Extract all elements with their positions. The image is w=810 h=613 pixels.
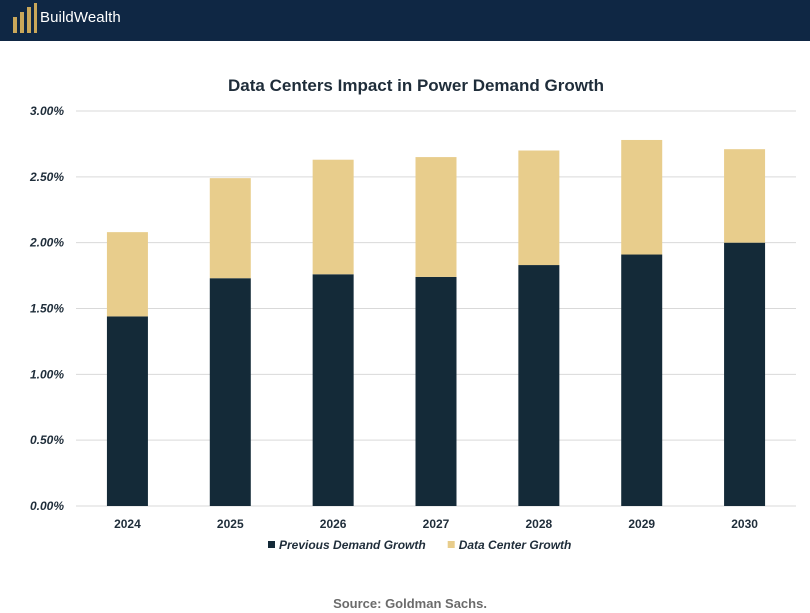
x-tick-label: 2030: [731, 517, 758, 531]
bar-previous-demand-growth-2027: [415, 276, 457, 506]
stacked-bar-chart: Data Centers Impact in Power Demand Grow…: [29, 76, 796, 552]
chart-title: Data Centers Impact in Power Demand Grow…: [228, 76, 604, 95]
x-tick-label: 2027: [423, 517, 450, 531]
bar-data-center-growth-2026: [312, 159, 354, 275]
y-tick-label: 0.50%: [30, 433, 64, 447]
x-tick-label: 2024: [114, 517, 141, 531]
legend-label: Data Center Growth: [459, 538, 572, 552]
brand-header: BuildWealth: [0, 0, 810, 41]
x-tick-label: 2025: [217, 517, 244, 531]
bar-previous-demand-growth-2028: [518, 265, 560, 506]
y-axis-ticks: 0.00% 0.50% 1.00% 1.50% 2.00% 2.50% 3.00%: [29, 104, 64, 513]
y-tick-label: 1.50%: [30, 302, 64, 316]
bar-data-center-growth-2028: [518, 150, 560, 266]
bar-previous-demand-growth-2030: [724, 242, 766, 506]
bars: [106, 139, 766, 506]
bar-data-center-growth-2024: [106, 232, 148, 317]
bar-previous-demand-growth-2025: [209, 278, 251, 506]
bar-data-center-growth-2025: [209, 178, 251, 279]
bar-previous-demand-growth-2026: [312, 274, 354, 506]
y-tick-label: 0.00%: [30, 499, 64, 513]
legend-label: Previous Demand Growth: [279, 538, 426, 552]
y-tick-label: 1.00%: [30, 367, 64, 381]
x-tick-label: 2028: [526, 517, 553, 531]
y-tick-label: 2.50%: [29, 170, 64, 184]
bar-data-center-growth-2029: [621, 139, 663, 255]
bar-previous-demand-growth-2029: [621, 254, 663, 506]
bar-data-center-growth-2027: [415, 157, 457, 277]
bar-data-center-growth-2030: [724, 149, 766, 243]
brand-name: BuildWealth: [40, 9, 121, 26]
bar-previous-demand-growth-2024: [106, 316, 148, 506]
y-tick-label: 2.00%: [29, 236, 64, 250]
source-note: Source: Goldman Sachs.: [333, 596, 487, 611]
x-axis-ticks: 2024 2025 2026 2027 2028 2029 2030: [114, 517, 758, 531]
buildwealth-bars-icon: [13, 3, 37, 33]
legend-swatch: [447, 541, 455, 548]
x-tick-label: 2026: [320, 517, 347, 531]
legend-swatch: [268, 541, 275, 548]
x-tick-label: 2029: [628, 517, 655, 531]
legend: Previous Demand Growth Data Center Growth: [268, 538, 571, 552]
y-tick-label: 3.00%: [30, 104, 64, 118]
